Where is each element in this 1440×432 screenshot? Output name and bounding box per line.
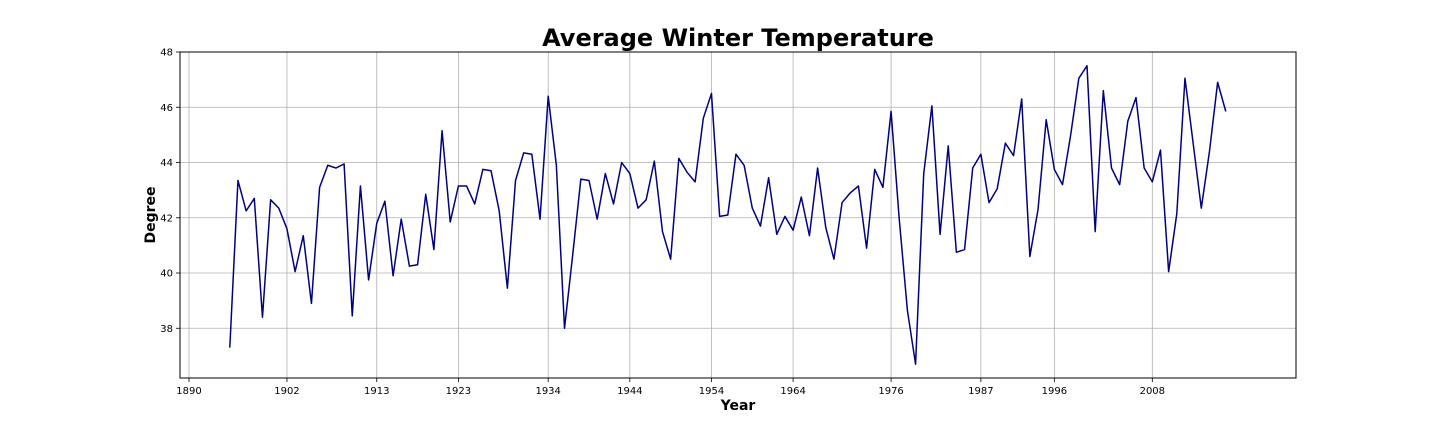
x-tick-label: 1944 [617, 386, 642, 397]
x-tick-label: 1987 [968, 386, 993, 397]
plot-frame [179, 51, 1297, 379]
x-tick-label: 1954 [699, 386, 724, 397]
x-tick-label: 1964 [780, 386, 805, 397]
y-tick-label: 48 [160, 48, 173, 59]
x-tick-label: 1923 [446, 386, 471, 397]
x-tick-label: 1996 [1042, 386, 1067, 397]
x-tick-label: 1976 [878, 386, 903, 397]
x-tick-label: 2008 [1140, 386, 1165, 397]
y-tick-label: 46 [160, 103, 173, 114]
axis-ticks: 1890 1902 1913 1923 1934 1944 1954 1964 1976 1987… [160, 48, 1165, 398]
x-tick-label: 1913 [364, 386, 389, 397]
series-line [229, 65, 1227, 365]
y-axis-label: Degree [143, 186, 159, 243]
x-tick-label: 1934 [535, 386, 560, 397]
chart-title: Average Winter Temperature [542, 24, 934, 52]
x-tick-label: 1890 [176, 386, 201, 397]
y-tick-label: 42 [160, 213, 173, 224]
x-tick-label: 1902 [274, 386, 299, 397]
y-tick-label: 44 [160, 158, 173, 169]
x-axis-label: Year [720, 398, 756, 414]
y-tick-label: 38 [160, 324, 173, 335]
y-tick-label: 40 [160, 269, 173, 280]
